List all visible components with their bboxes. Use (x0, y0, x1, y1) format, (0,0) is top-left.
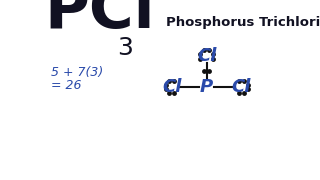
Text: Cl: Cl (197, 47, 216, 65)
Text: = 26: = 26 (51, 79, 81, 93)
Text: Phosphorus Trichloride: Phosphorus Trichloride (165, 16, 320, 29)
Text: Cl: Cl (232, 78, 251, 96)
Text: P: P (200, 78, 213, 96)
Text: PCl: PCl (44, 0, 154, 41)
Text: 5 + 7(3): 5 + 7(3) (51, 66, 103, 79)
Text: 3: 3 (117, 36, 133, 60)
Text: Cl: Cl (162, 78, 181, 96)
